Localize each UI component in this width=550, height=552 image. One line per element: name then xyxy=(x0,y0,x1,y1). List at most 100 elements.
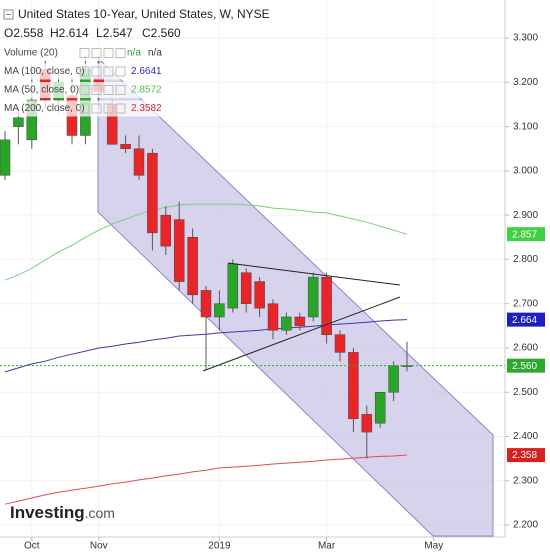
legend-value: n/a xyxy=(148,48,162,59)
legend-icon xyxy=(115,85,126,95)
y-tick-label: 2.600 xyxy=(513,343,538,354)
legend-value: 2.8572 xyxy=(131,85,162,96)
candle-body xyxy=(187,237,198,296)
ohlc-value: 2.558 xyxy=(13,26,43,40)
ohlc-value: 2.614 xyxy=(59,26,89,40)
price-tag xyxy=(507,227,545,242)
candle-body xyxy=(401,365,413,367)
x-tick-label: Nov xyxy=(90,541,108,552)
legend-icon xyxy=(91,85,102,95)
legend-icon xyxy=(79,48,90,58)
candle-body xyxy=(321,276,332,335)
ohlc-item: C2.560 xyxy=(142,26,181,40)
legend-icon xyxy=(91,103,102,114)
legend-icon xyxy=(103,66,114,77)
candle-body xyxy=(374,391,386,424)
candle-body xyxy=(334,334,346,353)
legend-label: MA (200, close, 0) xyxy=(4,103,85,114)
y-tick-label: 2.700 xyxy=(513,298,538,309)
candle-body xyxy=(26,99,38,141)
candle-body xyxy=(13,117,24,127)
legend-bg xyxy=(2,82,170,98)
plot xyxy=(0,55,505,505)
ohlc-key: O xyxy=(4,26,13,40)
ohlc-header: O2.558 H2.614 L2.547 C2.560 xyxy=(4,26,181,40)
y-tick-label: 2.200 xyxy=(513,520,538,531)
legend-label: MA (50, close, 0) xyxy=(4,85,79,96)
legend: Volume (20) n/a n/a MA (100, close, 0) 2.664… xyxy=(2,45,170,117)
candle-body xyxy=(160,214,172,247)
candle-body xyxy=(133,148,145,176)
price-tag xyxy=(507,358,545,373)
legend-icon xyxy=(79,85,90,95)
brand-suffix: .com xyxy=(85,505,115,521)
ma-line xyxy=(4,454,408,505)
y-tick-label: 3.100 xyxy=(513,121,538,132)
trend-line xyxy=(202,296,401,372)
price-tag xyxy=(507,448,545,463)
candle-body xyxy=(361,414,373,433)
y-tick-label: 3.000 xyxy=(513,166,538,177)
y-tick-label: 2.900 xyxy=(513,210,538,221)
ma-line xyxy=(4,203,408,281)
legend-value: 2.3582 xyxy=(131,103,162,114)
legend-icon xyxy=(103,85,114,95)
candle-body xyxy=(240,272,252,304)
y-tick-label: 3.200 xyxy=(513,77,538,88)
legend-icon xyxy=(79,66,90,77)
y-tick-label: 2.800 xyxy=(513,254,538,265)
legend-value: n/a xyxy=(127,48,141,59)
price-tag xyxy=(507,312,545,327)
axis: 3.300 3.200 3.100 3.000 2.900 2.800 2.700 2.600… xyxy=(24,33,545,552)
candle-body xyxy=(254,281,265,309)
legend-icon xyxy=(115,66,126,77)
candle-body xyxy=(214,303,225,318)
x-tick-label: May xyxy=(424,541,443,552)
x-tick-label: 2019 xyxy=(208,541,231,552)
ohlc-key: C xyxy=(142,26,151,40)
y-tick-label: 2.400 xyxy=(513,431,538,442)
x-tick-label: Oct xyxy=(24,541,40,552)
candle-body xyxy=(307,276,319,318)
candle-body xyxy=(348,352,359,420)
legend-icon xyxy=(115,48,126,58)
price-tag-label: 2.664 xyxy=(512,315,537,326)
legend-icon xyxy=(91,48,102,58)
legend-label: Volume (20) xyxy=(4,48,58,59)
x-tick-label: Mar xyxy=(318,541,336,552)
brand-name: Investing xyxy=(10,503,85,522)
ohlc-key: L xyxy=(96,26,103,40)
ohlc-value: 2.560 xyxy=(151,26,181,40)
y-tick-label: 2.500 xyxy=(513,387,538,398)
legend-icon xyxy=(103,103,114,114)
ohlc-item: L2.547 xyxy=(96,26,133,40)
price-tag-label: 2.358 xyxy=(512,450,537,461)
candle-body xyxy=(281,316,292,331)
y-tick-label: 3.300 xyxy=(513,33,538,44)
brand: Investing.com xyxy=(10,503,115,522)
legend-bg xyxy=(2,100,170,117)
ohlc-item: O2.558 xyxy=(4,26,44,40)
legend-icon xyxy=(79,103,90,114)
legend-bg xyxy=(2,45,170,61)
chart-title: United States 10-Year, United States, W,… xyxy=(18,7,270,21)
legend-icon xyxy=(103,48,114,58)
y-tick-label: 2.300 xyxy=(513,475,538,486)
price-tag-label: 2.560 xyxy=(512,361,537,372)
candle-body xyxy=(173,219,185,282)
legend-icon xyxy=(115,103,126,114)
candle-body xyxy=(294,316,306,327)
ohlc-item: H2.614 xyxy=(50,26,89,40)
candle-body xyxy=(200,290,212,318)
channel xyxy=(97,56,494,537)
candle-body xyxy=(0,139,11,176)
trend-line xyxy=(227,262,401,286)
ohlc-value: 2.547 xyxy=(103,26,133,40)
candle-body xyxy=(227,263,239,309)
collapse-icon[interactable] xyxy=(3,9,14,20)
legend-label: MA (100, close, 0) xyxy=(4,66,85,77)
candle-body xyxy=(388,365,399,393)
legend-value: 2.6641 xyxy=(131,66,162,77)
ohlc-key: H xyxy=(50,26,59,40)
